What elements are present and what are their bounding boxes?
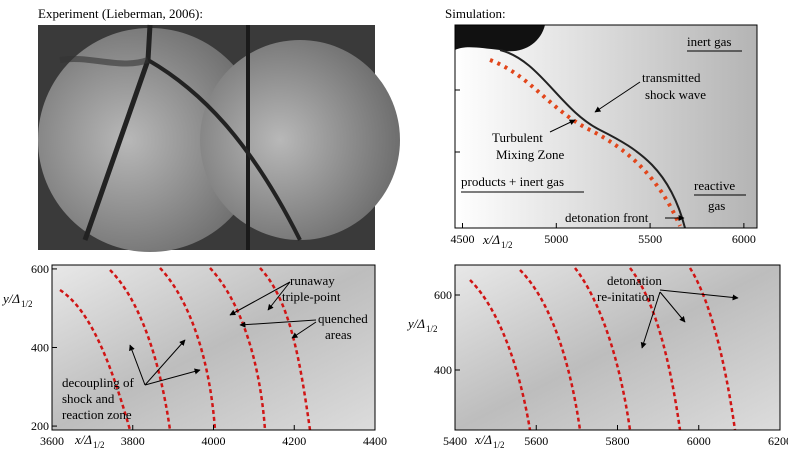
annotation: quenched: [318, 311, 368, 326]
x-tick-label: 4500: [451, 232, 475, 246]
x-tick-label: 5500: [638, 232, 662, 246]
x-tick-label: 6000: [687, 434, 711, 448]
simulation-title: Simulation:: [445, 6, 506, 21]
x-tick-label: 6000: [732, 232, 756, 246]
annotation: re-initation: [597, 289, 655, 304]
experiment-photo: [38, 25, 400, 252]
experiment-title: Experiment (Lieberman, 2006):: [38, 6, 203, 21]
annotation: inert gas: [687, 34, 731, 49]
x-tick-label: 4000: [202, 434, 226, 448]
annotation: gas: [708, 198, 725, 213]
annotation: transmitted: [642, 70, 701, 85]
annotation: areas: [325, 327, 352, 342]
y-tick-label: 600: [434, 288, 452, 302]
annotation: triple-point: [282, 289, 341, 304]
x-tick-label: 5800: [606, 434, 630, 448]
annotation: reaction zone: [62, 407, 132, 422]
annotation: Turbulent: [492, 130, 543, 145]
x-tick-label: 5600: [524, 434, 548, 448]
axis-label: x/Δ: [474, 432, 492, 447]
axis-label-sub: 1/2: [426, 324, 438, 334]
x-tick-label: 3600: [40, 434, 64, 448]
annotation: runaway: [290, 273, 335, 288]
annotation: reactive: [694, 178, 735, 193]
x-tick-label: 6200: [768, 434, 788, 448]
axis-label-sub: 1/2: [21, 299, 33, 309]
y-tick-label: 400: [434, 363, 452, 377]
x-tick-label: 5400: [443, 434, 467, 448]
annotation: Mixing Zone: [496, 147, 564, 162]
annotation: decoupling of: [62, 375, 135, 390]
x-tick-label: 5000: [544, 232, 568, 246]
annotation: detonation front: [565, 210, 649, 225]
axis-label: x/Δ: [74, 432, 92, 447]
axis-label-sub: 1/2: [93, 440, 105, 450]
annotation: detonation: [607, 273, 662, 288]
axis-label-sub: 1/2: [501, 240, 513, 250]
annotation: shock wave: [645, 87, 706, 102]
x-tick-label: 4200: [282, 434, 306, 448]
axis-label: y/Δ: [406, 316, 425, 331]
y-tick-label: 400: [31, 341, 49, 355]
axis-label: y/Δ: [1, 291, 20, 306]
annotation: products + inert gas: [461, 174, 564, 189]
axis-label: x/Δ: [482, 232, 500, 247]
x-tick-label: 4400: [363, 434, 387, 448]
annotation: shock and: [62, 391, 115, 406]
y-tick-label: 600: [31, 262, 49, 276]
y-tick-label: 200: [31, 419, 49, 433]
figure: Experiment (Lieberman, 2006): Simulation…: [0, 0, 788, 454]
x-tick-label: 3800: [121, 434, 145, 448]
axis-label-sub: 1/2: [493, 440, 505, 450]
